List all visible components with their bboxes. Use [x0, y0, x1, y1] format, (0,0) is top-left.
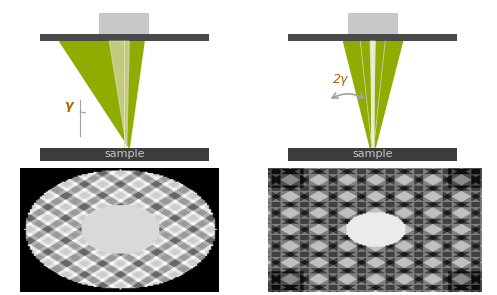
Text: sample: sample	[104, 149, 145, 159]
FancyBboxPatch shape	[40, 148, 209, 161]
FancyBboxPatch shape	[40, 34, 209, 41]
Polygon shape	[60, 41, 144, 148]
Text: γ: γ	[65, 99, 73, 112]
FancyBboxPatch shape	[288, 148, 457, 161]
FancyBboxPatch shape	[288, 34, 457, 41]
Polygon shape	[109, 41, 129, 148]
Text: 2γ: 2γ	[333, 73, 348, 86]
Polygon shape	[370, 41, 375, 148]
FancyBboxPatch shape	[99, 13, 149, 34]
Polygon shape	[343, 41, 370, 148]
FancyBboxPatch shape	[348, 13, 398, 34]
Text: sample: sample	[352, 149, 393, 159]
Polygon shape	[375, 41, 403, 148]
